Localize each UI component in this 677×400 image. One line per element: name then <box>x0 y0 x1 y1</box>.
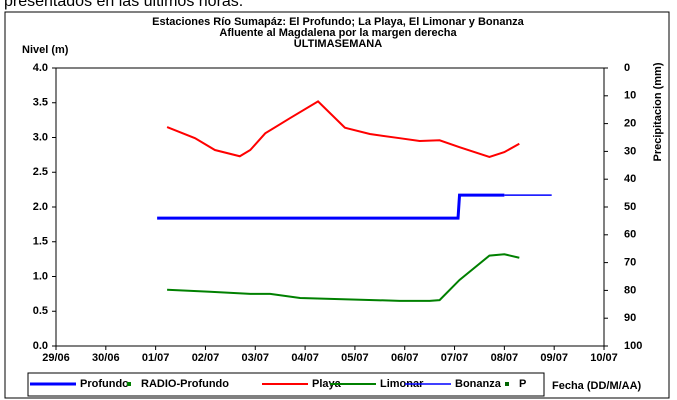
x-tick-label: 03/07 <box>242 352 270 364</box>
x-tick-label: 05/07 <box>341 352 369 364</box>
y-tick-label: 0.0 <box>33 340 48 352</box>
legend-label: Bonanza <box>455 378 502 390</box>
y2-tick-label: 10 <box>624 90 636 102</box>
y-tick-label: 1.5 <box>33 236 48 248</box>
chart-title: Estaciones Río Sumapáz: El Profundo; La … <box>152 16 525 28</box>
y-tick-label: 2.5 <box>33 166 48 178</box>
chart-frame <box>4 11 670 399</box>
y2-tick-label: 20 <box>624 118 636 130</box>
x-tick-label: 30/06 <box>92 352 120 364</box>
chart-title: Afluente al Magdalena por la margen dere… <box>219 27 457 39</box>
x-tick-label: 06/07 <box>391 352 419 364</box>
y2-tick-label: 30 <box>624 145 636 157</box>
y-tick-label: 4.0 <box>33 62 48 74</box>
y-tick-label: 2.0 <box>33 201 48 213</box>
legend-label: RADIO-Profundo <box>141 378 229 390</box>
legend-label: Profundo <box>80 378 129 390</box>
y2-axis-label: Precipitacion (mm) <box>652 62 664 161</box>
x-tick-label: 02/07 <box>192 352 220 364</box>
legend-label: Playa <box>312 378 342 390</box>
y2-tick-label: 70 <box>624 257 636 269</box>
x-tick-label: 01/07 <box>142 352 170 364</box>
y-tick-label: 1.0 <box>33 270 48 282</box>
y2-tick-label: 90 <box>624 312 636 324</box>
legend-swatch <box>127 382 131 386</box>
y2-tick-label: 0 <box>624 62 630 74</box>
x-axis-label: Fecha (DD/M/AA) <box>552 380 642 392</box>
y2-tick-label: 40 <box>624 173 636 185</box>
legend-label: Limonar <box>380 378 424 390</box>
x-tick-label: 10/07 <box>590 352 618 364</box>
series-line <box>167 253 520 302</box>
y-tick-label: 3.5 <box>33 97 48 109</box>
legend-label: P <box>519 378 526 390</box>
y2-tick-label: 80 <box>624 284 636 296</box>
caption: presentados en las últimos horas. <box>4 0 243 10</box>
series-line <box>157 193 505 220</box>
y-axis-label: Nivel (m) <box>22 44 69 56</box>
y2-tick-label: 60 <box>624 229 636 241</box>
y-tick-label: 3.0 <box>33 131 48 143</box>
y2-tick-label: 100 <box>624 340 642 352</box>
series-line <box>166 100 520 159</box>
x-tick-label: 29/06 <box>42 352 70 364</box>
legend-box <box>27 372 545 397</box>
x-tick-label: 08/07 <box>491 352 519 364</box>
y2-tick-label: 50 <box>624 201 636 213</box>
x-tick-label: 04/07 <box>291 352 319 364</box>
y-tick-label: 0.5 <box>33 305 48 317</box>
x-tick-label: 09/07 <box>540 352 568 364</box>
chart-title: ULTIMASEMANA <box>294 38 382 50</box>
legend-swatch <box>505 382 509 386</box>
x-tick-label: 07/07 <box>441 352 469 364</box>
